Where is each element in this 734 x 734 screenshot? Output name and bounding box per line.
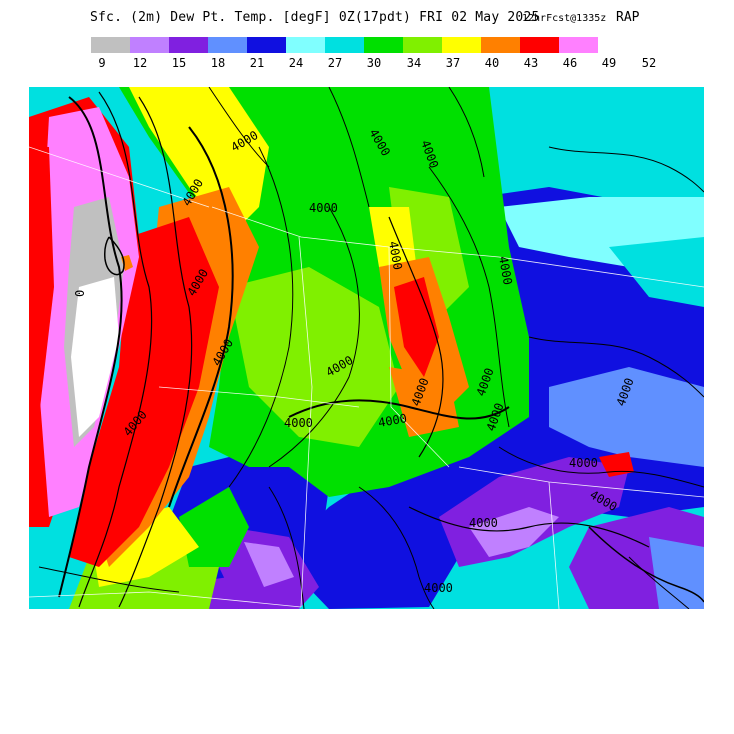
- dew-point-region: [29, 147, 54, 417]
- legend-tick: 43: [523, 56, 539, 70]
- contour-line: [118, 96, 193, 608]
- legend-tick: 30: [366, 56, 382, 70]
- legend-tick-labels: 9 12 15 18 21 24 27 30 34 37 40 43 46 49 52: [0, 56, 734, 72]
- legend-tick: 12: [132, 56, 148, 70]
- contour-line: [408, 506, 650, 548]
- legend-swatch: [559, 37, 598, 53]
- legend-tick: 18: [210, 56, 226, 70]
- dew-point-region: [469, 507, 559, 557]
- legend-tick: 49: [601, 56, 617, 70]
- legend-swatch: [247, 37, 286, 53]
- contour-line: [168, 126, 234, 508]
- state-borders: [29, 146, 704, 609]
- contour-line: [208, 87, 270, 168]
- legend-swatch: [481, 37, 520, 53]
- legend-swatch: [520, 37, 559, 53]
- dew-point-region: [394, 277, 439, 377]
- legend-tick: 27: [327, 56, 343, 70]
- contour-line: [628, 556, 690, 609]
- contour-label: 4000: [469, 516, 498, 530]
- dew-point-region: [609, 237, 704, 307]
- legend-swatch: [169, 37, 208, 53]
- contour-label: 4000: [424, 581, 453, 595]
- dew-point-region: [71, 277, 119, 437]
- title-text: Sfc. (2m) Dew Pt. Temp. [degF] 0Z(17pdt)…: [90, 10, 540, 25]
- dew-point-region: [389, 367, 459, 437]
- model-name: RAP: [616, 10, 640, 25]
- contour-line: [104, 236, 125, 276]
- dew-point-map: 4000 4000 4000 4000 4000 4000 4000 4000 4000 4000…: [29, 87, 704, 609]
- contour-label: 4000: [309, 201, 338, 215]
- contour-line: [588, 526, 704, 603]
- contour-line: [448, 87, 485, 178]
- legend-swatch: [130, 37, 169, 53]
- contour-label: 4000: [496, 255, 515, 286]
- dew-point-region: [229, 267, 399, 447]
- legend-tick: 15: [171, 56, 187, 70]
- legend-tick: 37: [445, 56, 461, 70]
- legend-swatch: [91, 37, 130, 53]
- contour-label: 4000: [284, 416, 313, 430]
- dew-point-region: [549, 367, 704, 467]
- contour-line: [358, 486, 435, 609]
- legend-tick: 52: [641, 56, 657, 70]
- chart-title: Sfc. (2m) Dew Pt. Temp. [degF] 0Z(17pdt)…: [0, 8, 734, 30]
- legend-swatch: [208, 37, 247, 53]
- legend-tick: 24: [288, 56, 304, 70]
- legend-tick: 9: [98, 56, 106, 70]
- contour-label: 4000: [569, 456, 598, 470]
- legend-swatch: [403, 37, 442, 53]
- contour-line: [268, 206, 360, 468]
- contour-line: [228, 146, 294, 488]
- contour-line: [328, 87, 370, 208]
- contour-label: 4000: [386, 240, 405, 271]
- contour-line: [58, 96, 123, 598]
- legend-tick: 46: [562, 56, 578, 70]
- legend-tick: 21: [249, 56, 265, 70]
- dew-point-region: [599, 452, 634, 477]
- legend-swatch: [286, 37, 325, 53]
- legend-tick: 34: [406, 56, 422, 70]
- legend-tick: 40: [484, 56, 500, 70]
- contour-label: 4000: [377, 411, 408, 430]
- dew-point-region: [244, 542, 294, 587]
- forecast-text: 12hrFcst@1335z: [522, 13, 607, 24]
- contour-line: [428, 166, 510, 428]
- contour-line: [528, 336, 704, 398]
- legend-swatch: [442, 37, 481, 53]
- contour-line: [388, 216, 444, 458]
- contour-line: [498, 446, 704, 488]
- contour-line: [548, 146, 704, 193]
- legend-swatch: [325, 37, 364, 53]
- contour-label: 0: [73, 290, 87, 297]
- color-legend: [91, 37, 598, 53]
- contour-line: [288, 399, 510, 420]
- contour-line: [38, 566, 180, 593]
- legend-swatch: [364, 37, 403, 53]
